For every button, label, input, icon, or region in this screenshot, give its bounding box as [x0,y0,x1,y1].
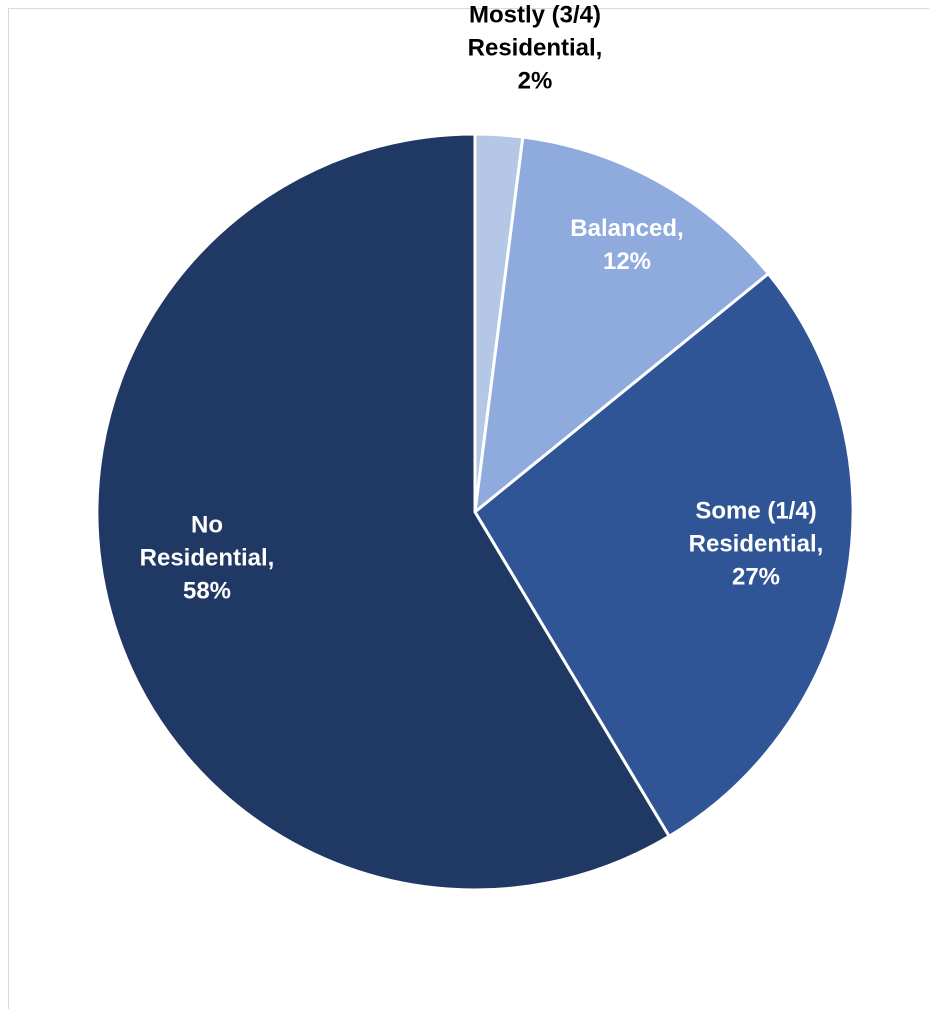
data-label-line: Balanced, [570,215,683,242]
data-label-balanced: Balanced, 12% [570,215,683,275]
data-label-line: Residential, [468,35,603,62]
data-label-no-residential: No Residential, 58% [140,512,275,605]
pie-slice-some-1-4-residential [473,272,855,838]
data-label-some-1-4-residential: Some (1/4) Residential, 27% [689,498,824,591]
data-label-line: 27% [732,564,780,591]
pie-slice-no-residential [95,132,671,892]
data-label-line: 12% [603,248,651,275]
data-label-line: Residential, [140,545,275,572]
data-label-mostly-3-4-residential: Mostly (3/4) Residential, 2% [468,2,603,95]
data-label-line: Residential, [689,531,824,558]
pie-labels: Mostly (3/4) Residential, 2% Balanced, 12% So… [140,2,824,605]
chart-frame [8,8,929,1009]
pie-slice-balanced [473,135,770,514]
data-label-line: 2% [518,68,553,95]
data-label-line: 58% [183,578,231,605]
data-label-line: Mostly (3/4) [469,2,601,29]
pie-slices [95,132,855,892]
data-label-line: Some (1/4) [695,498,816,525]
data-label-line: No [191,512,223,539]
